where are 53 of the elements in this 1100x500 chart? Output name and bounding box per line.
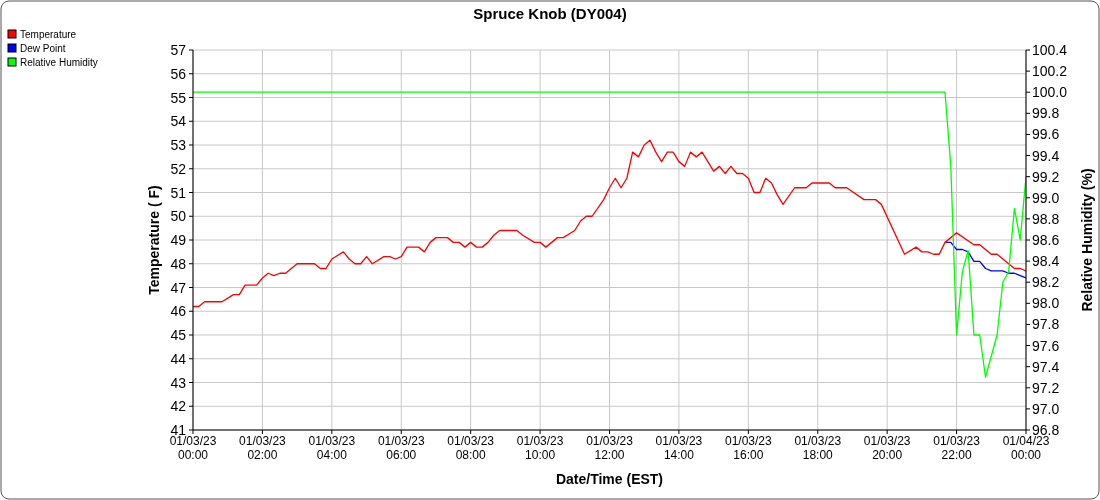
y2-tick-label: 100.2 [1032, 63, 1068, 80]
y2-tick-label: 99.8 [1032, 105, 1060, 122]
x-tick-label: 01/03/23 18:00 [794, 434, 842, 462]
x-axis-title: Date/Time (EST) [555, 471, 664, 487]
y2-tick-label: 99.6 [1032, 126, 1060, 143]
y-tick-label: 48 [170, 255, 187, 272]
y2-axis-title: Relative Humidity (%) [1079, 168, 1095, 312]
y-tick-label: 53 [170, 137, 187, 153]
y-axis-title: Temperature ( F) [146, 185, 162, 295]
y2-tick-label: 99.2 [1032, 168, 1060, 185]
y2-tick-label: 97.0 [1032, 400, 1060, 417]
y-tick-label: 42 [170, 398, 187, 415]
y-tick-label: 43 [170, 374, 187, 391]
x-tick-label: 01/03/23 08:00 [447, 434, 495, 462]
legend-label: Relative Humidity [20, 57, 98, 68]
x-tick-label: 01/03/23 14:00 [655, 434, 703, 462]
chart-title: Spruce Knob (DY004) [473, 5, 627, 22]
y2-tick-label: 97.8 [1032, 316, 1060, 333]
y2-tick-label: 100.4 [1032, 42, 1068, 58]
x-tick-label: 01/03/23 20:00 [863, 434, 911, 462]
y2-tick-label: 98.2 [1032, 274, 1060, 291]
y2-tick-label: 99.0 [1032, 189, 1060, 206]
x-tick-label: 01/03/23 12:00 [586, 434, 634, 462]
y2-tick-label: 98.0 [1032, 295, 1060, 312]
y-tick-label: 50 [170, 208, 187, 225]
y-tick-label: 51 [170, 184, 187, 201]
x-tick-label: 01/03/23 06:00 [377, 434, 425, 462]
y-tick-label: 55 [170, 89, 187, 106]
y2-tick-label: 97.4 [1032, 358, 1060, 375]
y2-tick-label: 98.6 [1032, 232, 1060, 248]
y-tick-label: 47 [170, 279, 187, 296]
y2-tick-label: 97.6 [1032, 337, 1060, 354]
y-tick-label: 52 [170, 160, 187, 177]
x-tick-label: 01/03/23 04:00 [308, 434, 356, 462]
x-tick-label: 01/03/23 02:00 [239, 434, 287, 462]
legend-label: Temperature [20, 29, 77, 40]
x-tick-label: 01/03/23 10:00 [516, 434, 564, 462]
y-tick-label: 45 [170, 327, 187, 343]
legend-label: Dew Point [20, 43, 66, 54]
y-tick-label: 44 [170, 350, 187, 367]
y-tick-label: 56 [170, 65, 187, 82]
x-tick-label: 01/03/23 22:00 [933, 434, 981, 462]
y-tick-label: 49 [170, 232, 187, 248]
line-series [944, 241, 1026, 279]
y-tick-label: 54 [170, 113, 187, 130]
y2-tick-label: 99.4 [1032, 147, 1060, 164]
y-tick-label: 57 [170, 42, 187, 58]
y2-tick-label: 98.8 [1032, 210, 1060, 227]
y2-tick-label: 100.0 [1032, 84, 1068, 101]
y2-tick-label: 98.4 [1032, 253, 1060, 270]
x-tick-label: 01/03/23 16:00 [724, 434, 773, 462]
y2-tick-label: 97.2 [1032, 379, 1060, 396]
y-tick-label: 46 [170, 303, 187, 320]
